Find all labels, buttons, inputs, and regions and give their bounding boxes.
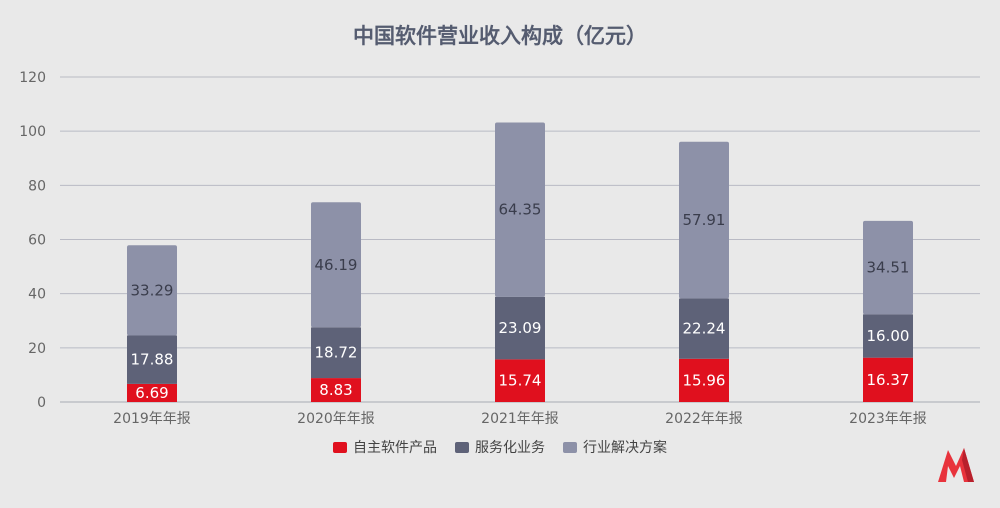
data-label: 17.88	[131, 351, 174, 369]
legend-label: 自主软件产品	[353, 440, 437, 456]
data-label: 34.51	[867, 259, 910, 277]
legend-item: 行业解决方案	[563, 437, 667, 457]
legend: 自主软件产品 服务化业务 行业解决方案	[0, 437, 1000, 457]
bar-segment	[495, 122, 545, 297]
data-label: 33.29	[131, 281, 174, 299]
x-tick-label: 2022年年报	[665, 411, 743, 427]
data-label: 15.96	[683, 371, 726, 389]
chart-title: 中国软件营业收入构成（亿元）	[353, 24, 647, 48]
x-tick-label: 2023年年报	[849, 411, 927, 427]
data-label: 46.19	[315, 256, 358, 274]
x-tick-label: 2019年年报	[113, 411, 191, 427]
data-label: 6.69	[135, 384, 168, 402]
bar-segment	[127, 383, 177, 402]
data-label: 15.74	[499, 372, 542, 390]
bar-segment	[679, 298, 729, 359]
bar-segment	[495, 296, 545, 360]
x-tick-label: 2021年年报	[481, 411, 559, 427]
bar-segment	[679, 141, 729, 299]
data-label: 23.09	[499, 319, 542, 337]
y-tick-label: 120	[19, 70, 46, 86]
data-label: 18.72	[315, 344, 358, 362]
legend-item: 服务化业务	[455, 437, 545, 457]
x-tick-label: 2020年年报	[297, 411, 375, 427]
bar-segment	[863, 314, 913, 358]
bar-segment	[127, 335, 177, 384]
data-label: 22.24	[683, 320, 726, 338]
bar-segment	[679, 358, 729, 402]
brand-logo-icon	[938, 448, 974, 482]
y-tick-label: 40	[28, 287, 46, 303]
legend-label: 服务化业务	[475, 440, 545, 456]
bar-segment	[311, 202, 361, 328]
bar-segment	[495, 359, 545, 402]
bar-segment	[311, 327, 361, 379]
data-label: 64.35	[499, 201, 542, 219]
legend-swatch	[455, 441, 469, 453]
data-label: 8.83	[319, 381, 352, 399]
data-label: 16.00	[867, 327, 910, 345]
bar-segment	[127, 245, 177, 336]
data-label: 16.37	[867, 371, 910, 389]
bar-segment	[863, 357, 913, 402]
y-tick-label: 0	[37, 395, 46, 411]
bar-segment	[311, 378, 361, 402]
legend-item: 自主软件产品	[333, 437, 437, 457]
data-label: 57.91	[683, 211, 726, 229]
bar-segment	[863, 220, 913, 315]
legend-swatch	[563, 441, 577, 453]
y-tick-label: 60	[28, 233, 46, 249]
y-tick-label: 20	[28, 341, 46, 357]
legend-label: 行业解决方案	[583, 440, 667, 456]
y-tick-label: 100	[19, 124, 46, 140]
y-tick-label: 80	[28, 178, 46, 194]
legend-swatch	[333, 441, 347, 453]
